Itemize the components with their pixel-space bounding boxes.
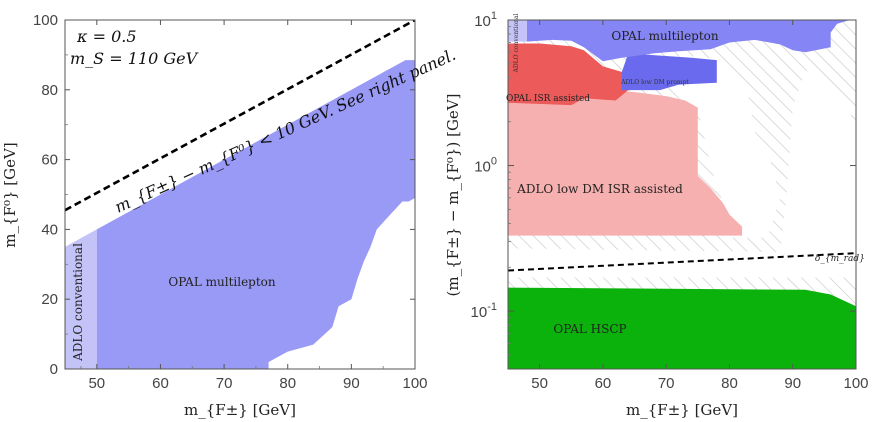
right-x-tick-label: 90 <box>784 375 801 392</box>
right-region-opal-isr-assisted <box>508 43 629 106</box>
right-y-tick-label: 100 <box>474 156 497 176</box>
right-unconstrained-area <box>508 248 856 278</box>
left-x-tick-label: 80 <box>279 375 296 392</box>
right-region-adlo-low-dm-prompt <box>621 53 717 91</box>
kappa-annotation: κ = 0.5 <box>76 27 137 46</box>
left-x-tick-label: 60 <box>152 375 169 392</box>
ms-annotation: m_S = 110 GeV <box>70 49 199 68</box>
right-adlo-conventional-label: ADLO conventional <box>513 13 520 73</box>
right-dashed-line <box>508 252 856 272</box>
right-region-opal-hscp <box>508 287 856 369</box>
left-x-tick-label: 90 <box>343 375 360 392</box>
left-adlo-conventional-label: ADLO conventional <box>71 243 85 362</box>
left-x-tick-label: 100 <box>402 375 427 392</box>
right-region-adlo-low-dm-isr-assisted <box>508 86 743 236</box>
left-y-axis-label: m_{F⁰} [GeV] <box>1 142 19 247</box>
left-region-opal-multilepton <box>96 60 415 369</box>
right-opal-multilepton-label: OPAL multilepton <box>611 29 719 43</box>
right-x-tick-label: 100 <box>843 375 868 392</box>
right-delta-label: δ_{m_rad} <box>815 254 865 264</box>
right-x-tick-label: 70 <box>658 375 675 392</box>
right-x-tick-label: 60 <box>595 375 612 392</box>
right-x-tick-label: 50 <box>531 375 548 392</box>
right-region-adlo-conventional <box>508 20 527 42</box>
right-y-axis-label: (m_{F±} − m_{F⁰}) [GeV] <box>444 94 462 297</box>
right-panel: 50 60 70 80 90 100 10-1 100 101 OPAL multilepton… <box>444 10 869 419</box>
right-y-tick-label: 101 <box>474 10 497 30</box>
right-plot-frame <box>507 19 857 370</box>
left-opal-multilepton-label: OPAL multilepton <box>168 275 276 289</box>
left-y-tick-label: 80 <box>41 82 58 99</box>
left-panel: 50 60 70 80 90 100 0 20 40 60 80 100 κ = 0.5 m_S = … <box>1 12 459 419</box>
right-opal-isr-label: OPAL ISR assisted <box>506 94 590 104</box>
left-x-tick-label: 70 <box>216 375 233 392</box>
left-y-tick-label: 100 <box>33 12 58 29</box>
left-y-tick-label: 0 <box>50 361 58 378</box>
right-unconstrained-area <box>678 56 781 238</box>
left-y-tick-label: 40 <box>41 221 58 238</box>
right-x-axis-label: m_{F±} [GeV] <box>626 401 738 419</box>
right-adlo-isr-label: ADLO low DM ISR assisted <box>516 182 683 196</box>
right-adlo-prompt-label: ADLO low DM prompt <box>620 79 689 86</box>
left-dashed-line <box>65 20 415 212</box>
left-x-tick-label: 50 <box>88 375 105 392</box>
left-y-tick-label: 20 <box>41 291 58 308</box>
left-y-tick-label: 60 <box>41 152 58 169</box>
right-region-opal-multilepton <box>527 20 850 62</box>
right-unconstrained-area <box>780 70 856 254</box>
left-region-adlo-conventional <box>65 229 97 369</box>
right-y-tick-label: 10-1 <box>471 301 497 321</box>
right-x-tick-label: 80 <box>721 375 738 392</box>
left-x-axis-label: m_{F±} [GeV] <box>184 401 296 419</box>
right-opal-hscp-label: OPAL HSCP <box>553 322 626 336</box>
